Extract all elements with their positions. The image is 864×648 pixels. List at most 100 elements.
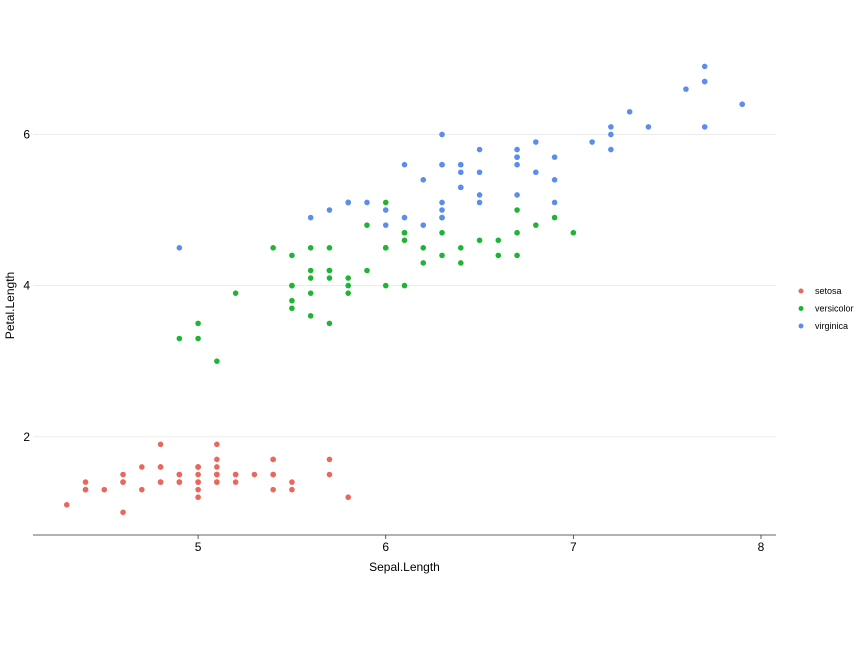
data-point-virginica — [476, 199, 483, 206]
data-point-setosa — [139, 486, 145, 493]
data-point-virginica — [514, 154, 520, 160]
data-point-versicolor — [514, 229, 520, 236]
x-tick-label: 5 — [195, 540, 202, 554]
data-point-versicolor — [420, 260, 427, 266]
data-point-virginica — [608, 146, 614, 153]
data-point-virginica — [439, 214, 445, 221]
data-point-setosa — [345, 494, 352, 501]
data-point-versicolor — [345, 290, 352, 296]
data-point-virginica — [701, 63, 708, 70]
y-axis-title: Petal.Length — [3, 272, 17, 339]
data-point-versicolor — [457, 260, 464, 266]
data-point-virginica — [476, 169, 483, 176]
legend: setosa versicolor virginica — [798, 286, 854, 331]
data-point-setosa — [139, 464, 145, 470]
data-point-virginica — [439, 199, 445, 206]
x-axis-ticks: 5 6 7 8 — [195, 535, 765, 554]
data-point-setosa — [270, 456, 276, 463]
data-point-versicolor — [401, 237, 408, 244]
data-point-setosa — [157, 479, 164, 485]
data-point-virginica — [439, 161, 445, 168]
data-point-virginica — [551, 177, 558, 183]
legend-label-versicolor: versicolor — [815, 304, 854, 314]
data-point-setosa — [157, 464, 164, 470]
x-axis-title: Sepal.Length — [369, 560, 440, 574]
data-point-setosa — [82, 479, 89, 485]
data-point-versicolor — [289, 297, 295, 304]
y-tick-label: 2 — [23, 430, 30, 444]
data-point-setosa — [214, 456, 220, 463]
data-point-setosa — [101, 486, 108, 493]
data-point-virginica — [739, 101, 746, 108]
data-point-versicolor — [514, 252, 520, 259]
data-point-setosa — [326, 471, 333, 478]
data-point-virginica — [514, 161, 520, 168]
data-point-versicolor — [364, 267, 370, 274]
data-point-virginica — [533, 139, 539, 145]
data-point-setosa — [176, 471, 183, 478]
data-point-setosa — [232, 479, 239, 485]
data-point-virginica — [514, 192, 520, 198]
data-point-versicolor — [495, 237, 502, 244]
data-point-setosa — [195, 471, 201, 478]
data-point-setosa — [289, 486, 295, 493]
data-point-versicolor — [326, 275, 333, 281]
data-point-versicolor — [364, 222, 370, 228]
data-point-versicolor — [401, 229, 408, 236]
data-point-setosa — [251, 471, 258, 478]
data-point-virginica — [683, 86, 689, 92]
data-point-virginica — [420, 177, 427, 183]
data-point-versicolor — [476, 237, 483, 244]
data-point-versicolor — [495, 252, 502, 259]
data-point-setosa — [214, 441, 220, 448]
data-point-setosa — [326, 456, 333, 463]
data-point-virginica — [514, 146, 520, 153]
data-point-versicolor — [382, 282, 389, 289]
data-point-setosa — [195, 486, 201, 493]
data-point-setosa — [270, 486, 276, 493]
x-tick-label: 6 — [382, 540, 389, 554]
x-tick-label: 8 — [758, 540, 765, 554]
data-point-virginica — [457, 169, 464, 176]
data-point-virginica — [626, 108, 633, 115]
data-point-setosa — [120, 471, 126, 478]
data-point-virginica — [457, 184, 464, 191]
data-point-setosa — [214, 464, 220, 470]
data-point-versicolor — [195, 335, 201, 342]
data-point-versicolor — [439, 229, 445, 236]
data-point-virginica — [645, 124, 652, 130]
legend-label-virginica: virginica — [815, 321, 848, 331]
data-point-versicolor — [307, 245, 314, 251]
data-point-virginica — [701, 124, 708, 130]
data-point-versicolor — [270, 245, 276, 251]
data-point-versicolor — [570, 229, 577, 236]
data-point-virginica — [345, 199, 352, 206]
data-point-virginica — [476, 192, 483, 198]
data-point-versicolor — [289, 282, 295, 289]
data-point-versicolor — [289, 252, 295, 259]
data-point-versicolor — [345, 282, 352, 289]
data-point-setosa — [82, 486, 89, 493]
x-tick-label: 7 — [570, 540, 577, 554]
data-point-versicolor — [533, 222, 539, 228]
legend-key-versicolor — [798, 306, 804, 311]
data-point-versicolor — [307, 275, 314, 281]
data-point-virginica — [382, 207, 389, 213]
legend-key-setosa — [798, 288, 804, 294]
data-point-setosa — [63, 501, 70, 508]
data-point-virginica — [401, 161, 408, 168]
data-point-versicolor — [382, 199, 389, 206]
data-points — [63, 63, 746, 516]
data-point-setosa — [195, 494, 201, 501]
data-point-virginica — [420, 222, 427, 228]
data-point-setosa — [176, 479, 183, 485]
y-tick-label: 4 — [23, 279, 30, 293]
y-axis-ticks: 2 4 6 — [23, 127, 30, 443]
data-point-versicolor — [326, 245, 333, 251]
data-point-versicolor — [307, 313, 314, 319]
data-point-versicolor — [457, 245, 464, 251]
data-point-virginica — [589, 139, 595, 145]
data-point-versicolor — [401, 282, 408, 289]
data-point-setosa — [289, 479, 295, 485]
data-point-setosa — [214, 471, 220, 478]
